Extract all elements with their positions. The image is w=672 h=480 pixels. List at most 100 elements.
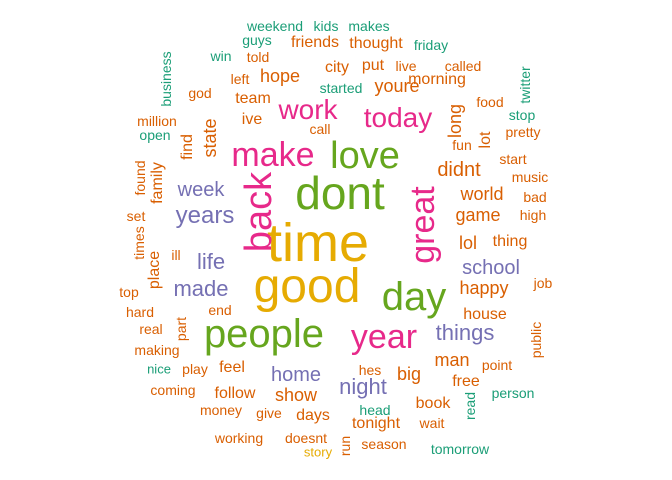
word-big: big — [396, 364, 422, 384]
word-part: part — [173, 316, 189, 342]
word-great: great — [404, 186, 442, 264]
word-twitter: twitter — [517, 66, 533, 104]
word-times: times — [131, 226, 147, 260]
word-friday: friday — [413, 37, 449, 53]
word-time: time — [266, 213, 370, 273]
word-call: call — [309, 121, 331, 137]
word-pretty: pretty — [505, 124, 541, 140]
word-made: made — [173, 276, 229, 301]
word-business: business — [158, 51, 174, 107]
word-makes: makes — [348, 18, 390, 34]
word-working: working — [214, 430, 264, 446]
word-people: people — [203, 312, 325, 356]
word-run: run — [337, 435, 353, 457]
word-night: night — [339, 374, 387, 399]
word-left: left — [230, 71, 250, 87]
word-money: money — [199, 402, 243, 418]
word-stop: stop — [508, 107, 536, 123]
word-found: found — [132, 160, 148, 196]
word-thought: thought — [349, 35, 403, 52]
word-tonight: tonight — [351, 415, 401, 432]
word-doesnt: doesnt — [284, 430, 328, 446]
word-love: love — [330, 135, 400, 177]
word-school: school — [462, 257, 520, 279]
word-story: story — [303, 444, 333, 460]
word-fun: fun — [452, 137, 472, 153]
word-home: home — [270, 364, 322, 386]
word-called: called — [444, 58, 482, 74]
word-read: read — [462, 391, 478, 421]
word-hard: hard — [125, 304, 155, 320]
word-high: high — [519, 207, 547, 223]
word-guys: guys — [242, 32, 272, 48]
word-season: season — [361, 436, 407, 452]
word-game: game — [455, 205, 501, 225]
word-didnt: didnt — [437, 159, 481, 181]
word-hes: hes — [358, 362, 382, 378]
word-back: back — [238, 171, 280, 253]
word-point: point — [481, 357, 513, 373]
word-hope: hope — [259, 66, 301, 86]
word-food: food — [476, 94, 504, 110]
word-wait: wait — [419, 415, 445, 431]
word-music: music — [511, 169, 549, 185]
word-ive: ive — [241, 111, 263, 128]
word-kids: kids — [313, 18, 339, 34]
word-place: place — [146, 250, 163, 290]
word-million: million — [137, 113, 177, 129]
word-making: making — [134, 342, 180, 358]
word-free: free — [452, 373, 480, 390]
word-city: city — [325, 59, 349, 76]
word-work: work — [278, 94, 338, 125]
word-feel: feel — [219, 359, 245, 376]
word-lol: lol — [458, 233, 478, 253]
word-today: today — [363, 102, 433, 133]
word-end: end — [208, 302, 232, 318]
word-youre: youre — [374, 76, 420, 96]
word-god: god — [188, 85, 212, 101]
word-man: man — [434, 350, 470, 370]
word-house: house — [463, 306, 507, 323]
word-state: state — [200, 118, 220, 158]
word-good: good — [253, 260, 361, 313]
word-find: find — [179, 134, 196, 160]
word-told: told — [246, 49, 270, 65]
word-ill: ill — [171, 247, 181, 263]
word-coming: coming — [150, 382, 196, 398]
word-week: week — [177, 179, 225, 201]
word-follow: follow — [214, 385, 256, 402]
word-happy: happy — [459, 278, 509, 298]
word-team: team — [235, 90, 271, 107]
word-real: real — [139, 321, 163, 337]
word-show: show — [274, 385, 318, 405]
word-top: top — [119, 284, 139, 300]
word-job: job — [533, 275, 553, 291]
word-play: play — [182, 361, 208, 377]
word-day: day — [381, 275, 447, 319]
word-dont: dont — [295, 167, 385, 219]
word-family: family — [149, 162, 166, 204]
word-things: things — [435, 320, 495, 345]
word-days: days — [296, 407, 330, 424]
word-tomorrow: tomorrow — [430, 441, 490, 457]
word-give: give — [256, 405, 282, 421]
word-set: set — [126, 208, 146, 224]
word-morning: morning — [408, 71, 466, 88]
word-start: start — [499, 151, 527, 167]
word-lot: lot — [477, 131, 494, 149]
word-public: public — [528, 321, 544, 359]
word-book: book — [415, 395, 451, 412]
word-bad: bad — [523, 189, 547, 205]
word-world: world — [460, 184, 504, 204]
word-make: make — [231, 136, 315, 174]
word-weekend: weekend — [246, 18, 304, 34]
word-long: long — [445, 103, 465, 139]
word-life: life — [196, 249, 226, 274]
word-put: put — [361, 57, 385, 74]
word-friends: friends — [290, 34, 340, 51]
word-started: started — [319, 80, 363, 96]
word-head: head — [359, 402, 391, 418]
word-open: open — [139, 127, 171, 143]
word-thing: thing — [492, 233, 528, 250]
